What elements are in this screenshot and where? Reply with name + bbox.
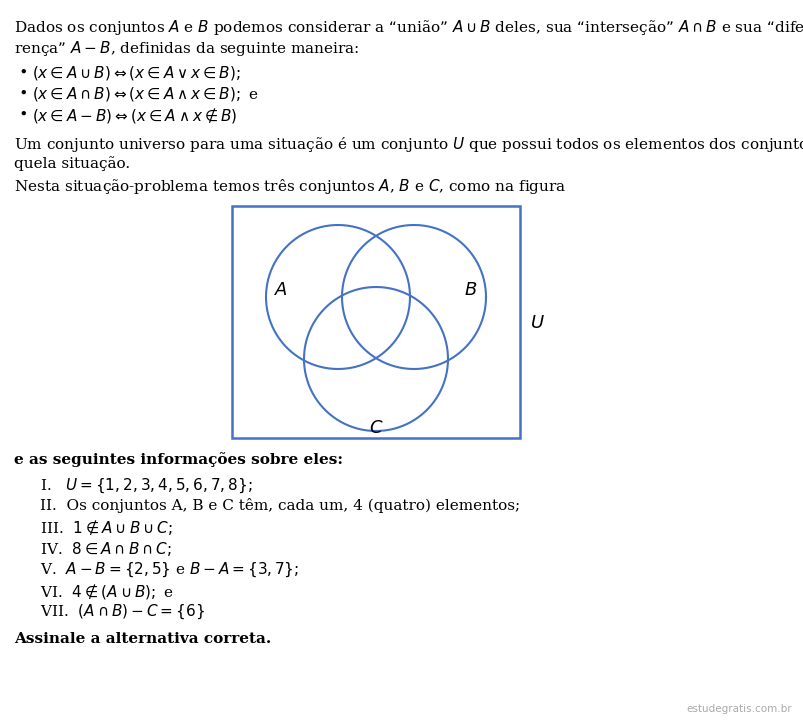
Text: $U$: $U$	[529, 314, 544, 332]
Text: $B$: $B$	[463, 281, 477, 299]
Text: V.  $A - B = \{2, 5\}$ e $B - A = \{3, 7\};$: V. $A - B = \{2, 5\}$ e $B - A = \{3, 7\…	[40, 561, 298, 580]
Text: Dados os conjuntos $A$ e $B$ podemos considerar a “união” $A \cup B$ deles, sua : Dados os conjuntos $A$ e $B$ podemos con…	[14, 18, 803, 37]
Text: VI.  $4 \notin (A \cup B);$ e: VI. $4 \notin (A \cup B);$ e	[40, 582, 173, 601]
Text: IV.  $8 \in A \cap B \cap C;$: IV. $8 \in A \cap B \cap C;$	[40, 540, 171, 558]
Text: $A$: $A$	[274, 281, 287, 299]
Text: rença” $A - B$, definidas da seguinte maneira:: rença” $A - B$, definidas da seguinte ma…	[14, 39, 359, 58]
Text: II.  Os conjuntos A, B e C têm, cada um, 4 (quatro) elementos;: II. Os conjuntos A, B e C têm, cada um, …	[40, 498, 520, 513]
Text: $(x \in A \cup B) \Leftrightarrow (x \in A \vee x \in B);$: $(x \in A \cup B) \Leftrightarrow (x \in…	[32, 64, 240, 82]
Text: $(x \in A \cap B) \Leftrightarrow (x \in A \wedge x \in B);$ e: $(x \in A \cap B) \Leftrightarrow (x \in…	[32, 85, 258, 103]
Text: $(x \in A - B) \Leftrightarrow (x \in A \wedge x \notin B)$: $(x \in A - B) \Leftrightarrow (x \in A …	[32, 106, 237, 125]
Text: I.   $U = \{1, 2, 3, 4, 5, 6, 7, 8\};$: I. $U = \{1, 2, 3, 4, 5, 6, 7, 8\};$	[40, 477, 252, 495]
Text: $C$: $C$	[369, 419, 383, 437]
Text: III.  $1 \notin A \cup B \cup C;$: III. $1 \notin A \cup B \cup C;$	[40, 519, 173, 537]
Text: VII.  $(A \cap B) - C = \{6\}$: VII. $(A \cap B) - C = \{6\}$	[40, 603, 205, 621]
Text: $\bullet$: $\bullet$	[18, 64, 27, 78]
Text: quela situação.: quela situação.	[14, 156, 130, 171]
Text: $\bullet$: $\bullet$	[18, 85, 27, 99]
Bar	[232, 206, 520, 438]
Text: Um conjunto universo para uma situação é um conjunto $U$ que possui todos os ele: Um conjunto universo para uma situação é…	[14, 135, 803, 154]
Text: Nesta situação-problema temos três conjuntos $A$, $B$ e $C$, como na figura: Nesta situação-problema temos três conju…	[14, 177, 565, 196]
Text: Assinale a alternativa correta.: Assinale a alternativa correta.	[14, 632, 271, 646]
Text: e as seguintes informações sobre eles:: e as seguintes informações sobre eles:	[14, 452, 343, 467]
Text: estudegratis.com.br: estudegratis.com.br	[686, 704, 791, 714]
Text: $\bullet$: $\bullet$	[18, 106, 27, 120]
